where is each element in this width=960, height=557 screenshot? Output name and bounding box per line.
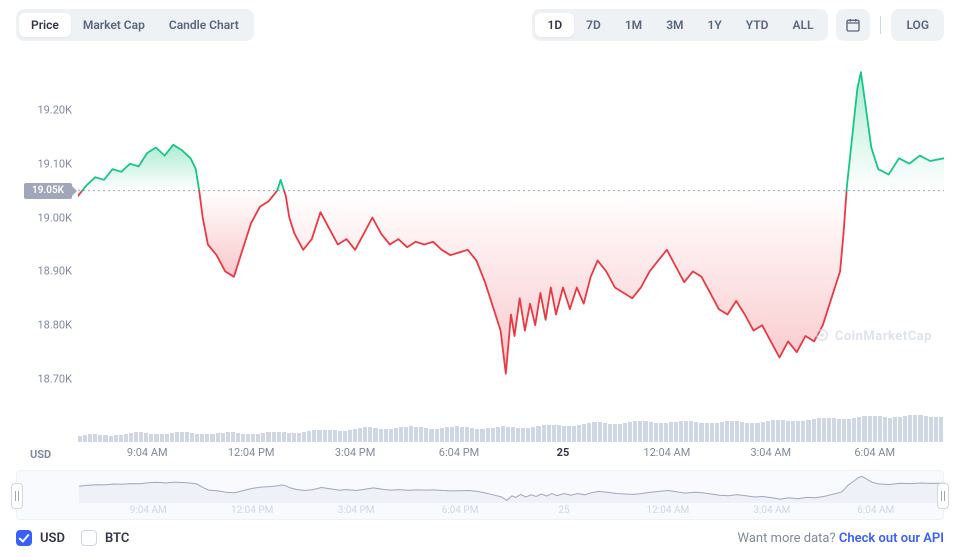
x-tick: 6:04 AM: [854, 446, 895, 459]
checkbox-btc[interactable]: BTC: [81, 530, 129, 546]
chart-type-tabs: PriceMarket CapCandle Chart: [16, 9, 254, 41]
navigator-plot: [79, 475, 945, 503]
watermark-text: CoinMarketCap: [835, 329, 932, 344]
divider: [880, 16, 881, 34]
more-data-prompt: Want more data? Check out our API: [738, 531, 945, 546]
footer-row: USD BTC Want more data? Check out our API: [16, 527, 944, 549]
log-toggle[interactable]: LOG: [891, 9, 944, 41]
y-tick: 18.80K: [16, 319, 72, 332]
checkbox-label: BTC: [105, 531, 129, 546]
x-tick: 12:04 PM: [231, 505, 273, 516]
x-tick: 3:04 PM: [338, 505, 375, 516]
y-tick: 19.20K: [16, 103, 72, 116]
checkbox-usd[interactable]: USD: [16, 530, 65, 546]
navigator-xticks: 9:04 AM 12:04 PM 3:04 PM 6:04 PM 25 12:04 AM 3…: [79, 505, 945, 519]
y-tick: 19.10K: [16, 157, 72, 170]
y-tick: 18.90K: [16, 265, 72, 278]
range-all[interactable]: ALL: [780, 13, 825, 37]
chart-svg[interactable]: [78, 56, 944, 406]
calendar-icon: [839, 13, 867, 37]
navigator[interactable]: 9:04 AM 12:04 PM 3:04 PM 6:04 PM 25 12:04 AM 3…: [16, 470, 944, 520]
x-tick: 25: [558, 505, 569, 516]
footer-prompt-text: Want more data?: [738, 531, 839, 546]
x-tick: 3:04 AM: [753, 505, 790, 516]
checkbox-label: USD: [40, 531, 65, 546]
range-7d[interactable]: 7D: [574, 13, 613, 37]
x-tick: 3:04 PM: [335, 446, 375, 459]
range-1m[interactable]: 1M: [613, 13, 654, 37]
range-1d[interactable]: 1D: [535, 13, 574, 37]
tab-candle[interactable]: Candle Chart: [157, 13, 251, 37]
checkbox-box[interactable]: [81, 530, 97, 546]
x-tick: 3:04 AM: [750, 446, 791, 459]
x-tick: 12:04 AM: [647, 505, 690, 516]
x-tick: 12:04 AM: [643, 446, 690, 459]
date-picker-button[interactable]: [836, 9, 870, 41]
api-link[interactable]: Check out our API: [839, 531, 944, 546]
checkbox-box[interactable]: [16, 530, 32, 546]
x-tick: 25: [557, 446, 570, 459]
x-tick: 12:04 PM: [228, 446, 275, 459]
x-tick: 6:04 AM: [857, 505, 894, 516]
tab-price[interactable]: Price: [19, 13, 71, 37]
y-tick: 18.70K: [16, 373, 72, 386]
toolbar-right: 1D7D1M3M1YYTDALL LOG: [532, 9, 944, 41]
navigator-handle-right[interactable]: [937, 483, 949, 509]
x-tick: 9:04 AM: [130, 505, 167, 516]
watermark: CoinMarketCap: [815, 328, 932, 344]
volume-bars: [78, 406, 944, 442]
baseline-price-tag: 19.05K: [24, 183, 72, 199]
y-axis-currency-tag: USD: [30, 448, 51, 461]
x-tick: 6:04 PM: [442, 505, 479, 516]
range-ytd[interactable]: YTD: [734, 13, 781, 37]
range-tabs: 1D7D1M3M1YYTDALL: [532, 9, 828, 41]
y-tick: 19.00K: [16, 211, 72, 224]
tab-marketcap[interactable]: Market Cap: [71, 13, 157, 37]
x-tick: 9:04 AM: [127, 446, 168, 459]
series-checkboxes: USD BTC: [16, 530, 129, 546]
price-chart: 18.70K 18.80K 18.90K 19.00K 19.10K 19.20K 19.…: [16, 56, 944, 406]
x-axis-ticks: 9:04 AM 12:04 PM 3:04 PM 6:04 PM 25 12:04 AM 3…: [78, 446, 944, 462]
x-tick: 6:04 PM: [439, 446, 479, 459]
range-3m[interactable]: 3M: [654, 13, 695, 37]
log-label: LOG: [894, 13, 941, 37]
range-1y[interactable]: 1Y: [696, 13, 734, 37]
toolbar: PriceMarket CapCandle Chart 1D7D1M3M1YYT…: [16, 8, 944, 42]
navigator-handle-left[interactable]: [11, 483, 23, 509]
